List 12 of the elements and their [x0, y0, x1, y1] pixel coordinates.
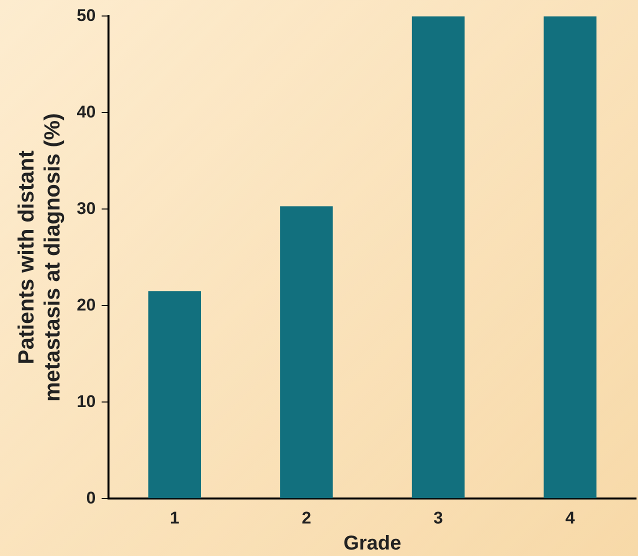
y-tick-label: 50: [76, 6, 96, 25]
y-tick-label: 30: [76, 198, 96, 218]
y-tick-label: 40: [76, 102, 96, 122]
x-axis-title: Grade: [343, 532, 402, 555]
y-axis-title: Patients with distant metastasis at diagnosis (%): [13, 113, 65, 402]
y-tick-label: 10: [76, 392, 96, 411]
x-tick-label: 2: [302, 508, 312, 528]
x-tick-label: 4: [565, 508, 576, 528]
x-tick-label: 3: [434, 508, 443, 528]
x-tick-label: 1: [170, 508, 180, 528]
y-tick-label: 0: [86, 488, 96, 508]
y-tick-label: 20: [76, 295, 96, 314]
